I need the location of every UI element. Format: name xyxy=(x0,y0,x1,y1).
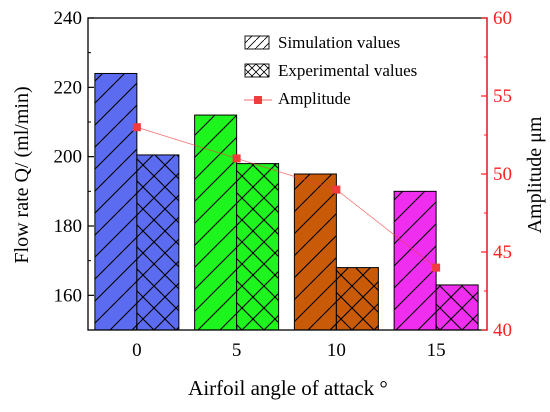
bar-simulation-hatch-15 xyxy=(394,191,437,330)
amplitude-point-10 xyxy=(332,185,341,194)
amplitude-point-5 xyxy=(232,154,241,163)
y-axis-title: Flow rate Q/ (ml/min) xyxy=(11,86,33,263)
bar-simulation-hatch-5 xyxy=(194,115,237,330)
y2-tick-label-60: 60 xyxy=(493,8,512,29)
bar-experimental-hatch-0 xyxy=(136,154,179,330)
legend-label-amplitude: Amplitude xyxy=(278,89,351,108)
y2-axis-title: Amplitude μm xyxy=(524,116,546,233)
y-tick-label-220: 220 xyxy=(54,77,83,98)
amplitude-line xyxy=(136,126,437,268)
bar-experimental-hatch-10 xyxy=(336,267,379,330)
y-tick-label-240: 240 xyxy=(54,8,83,29)
y2-tick-label-55: 55 xyxy=(493,86,512,107)
legend-label-simulation: Simulation values xyxy=(278,33,400,52)
y-tick-label-200: 200 xyxy=(54,147,83,168)
x-tick-label-5: 5 xyxy=(232,340,242,361)
right-axis: 40 45 50 55 60 xyxy=(481,8,512,341)
y-tick-label-160: 160 xyxy=(54,285,83,306)
amplitude-point-0 xyxy=(132,123,141,132)
x-tick-label-15: 15 xyxy=(427,340,446,361)
x-axis: 0 5 10 15 xyxy=(132,324,446,361)
bar-simulation-hatch-10 xyxy=(294,174,337,330)
y2-tick-label-40: 40 xyxy=(493,320,512,341)
bar-experimental-hatch-15 xyxy=(436,284,479,330)
legend-swatch-experimental xyxy=(244,63,270,78)
bar-experimental-hatch-5 xyxy=(236,163,279,330)
left-axis: 160 180 200 220 240 xyxy=(54,8,94,331)
y2-tick-label-45: 45 xyxy=(493,242,512,263)
x-tick-label-0: 0 xyxy=(132,340,142,361)
amplitude-line-layer xyxy=(132,123,441,272)
legend-swatch-simulation xyxy=(244,35,270,50)
legend: Simulation values Experimental values Am… xyxy=(244,33,417,108)
y2-tick-label-50: 50 xyxy=(493,164,512,185)
y-tick-label-180: 180 xyxy=(54,216,83,237)
legend-label-experimental: Experimental values xyxy=(278,61,417,80)
x-tick-label-10: 10 xyxy=(327,340,346,361)
bar-simulation-hatch-0 xyxy=(94,73,137,330)
legend-marker-amplitude xyxy=(254,96,262,104)
bars-layer xyxy=(94,72,479,331)
x-axis-title: Airfoil angle of attack ° xyxy=(188,376,388,400)
amplitude-point-15 xyxy=(432,263,441,272)
